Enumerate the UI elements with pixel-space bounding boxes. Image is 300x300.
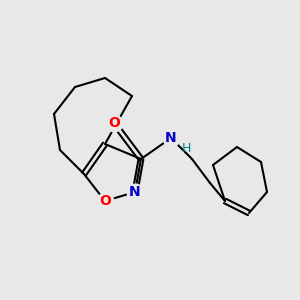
Text: N: N (129, 185, 141, 199)
Text: O: O (99, 194, 111, 208)
Text: N: N (165, 131, 177, 145)
Text: O: O (108, 116, 120, 130)
Text: H: H (181, 142, 191, 155)
